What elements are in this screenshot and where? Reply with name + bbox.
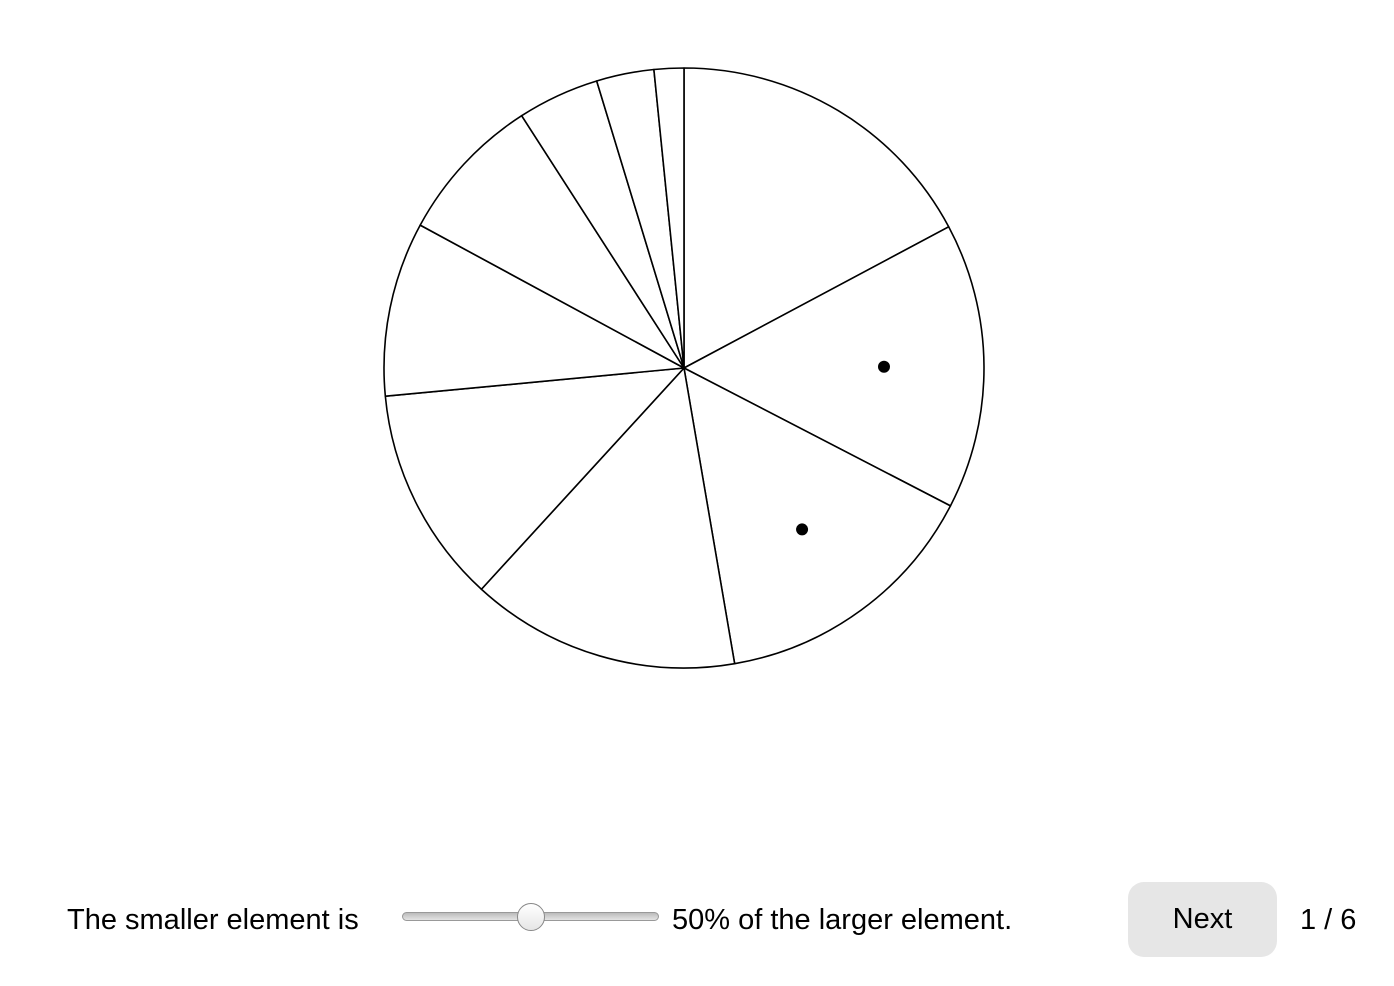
pie-slice [384, 367, 685, 591]
pie-slice [683, 367, 952, 665]
pie-slice [683, 67, 950, 369]
next-button[interactable]: Next [1128, 882, 1277, 957]
pie-slice [383, 224, 685, 398]
pie-slice [653, 67, 685, 369]
prompt-prefix: The smaller element is [67, 904, 359, 936]
slice-marker [796, 523, 809, 536]
slice-marker [877, 360, 890, 373]
suffix-text: of the larger element. [738, 904, 1013, 936]
slider-thumb[interactable] [516, 903, 545, 931]
prompt-suffix: 50% of the larger element. [672, 902, 1012, 938]
progress-counter: 1 / 6 [1300, 904, 1357, 936]
pie-slice [480, 367, 736, 669]
slider-value: 50% [672, 904, 731, 936]
pie-chart [383, 67, 985, 669]
pie-slice [419, 114, 685, 369]
pie-slice [683, 225, 985, 507]
